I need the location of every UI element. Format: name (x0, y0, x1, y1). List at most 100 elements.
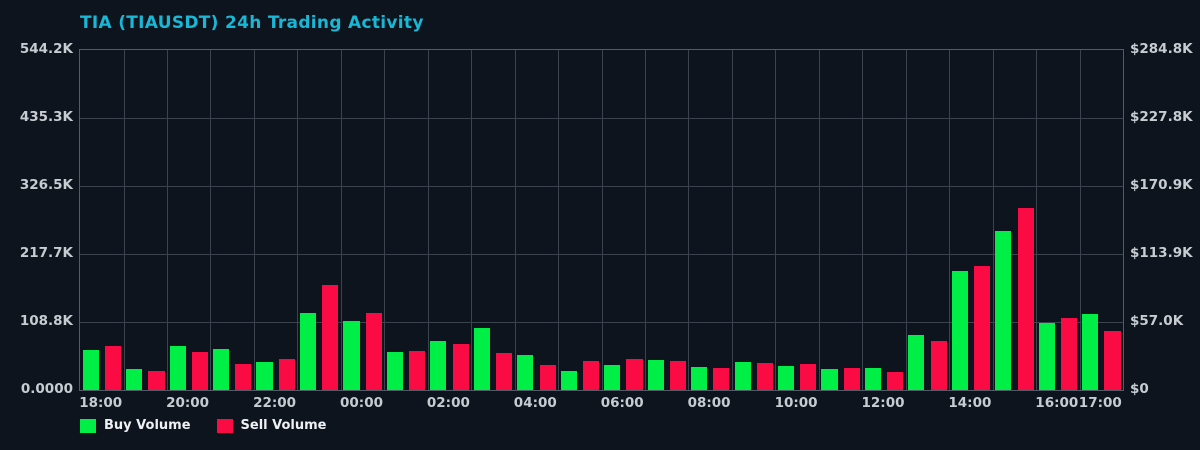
gridline-vertical (471, 50, 473, 390)
sell-volume-bar (1017, 207, 1034, 390)
buy-volume-bar (951, 271, 968, 390)
sell-volume-swatch (216, 418, 233, 433)
gridline-vertical (818, 50, 820, 390)
sell-volume-bar (887, 371, 904, 390)
gridline-vertical (601, 50, 603, 390)
sell-volume-bar (1061, 317, 1078, 390)
x-axis-tick-label: 18:00 (79, 395, 123, 411)
sell-volume-bar (496, 353, 513, 390)
buy-volume-bar (82, 350, 99, 390)
sell-volume-bar (235, 363, 252, 390)
y-axis-right-tick-label: $284.8K (1130, 41, 1193, 57)
buy-volume-bar (386, 351, 403, 390)
y-axis-right-tick-label: $227.8K (1130, 109, 1193, 125)
gridline-vertical (514, 50, 516, 390)
x-axis-tick-label: 17:00 (1078, 395, 1122, 411)
buy-volume-bar (126, 368, 143, 390)
x-axis-tick-label: 10:00 (774, 395, 818, 411)
buy-volume-bar (430, 340, 447, 390)
y-axis-right-tick-label: $113.9K (1130, 245, 1193, 261)
buy-volume-bar (1082, 314, 1099, 390)
buy-volume-bar (995, 230, 1012, 390)
gridline-vertical (688, 50, 690, 390)
buy-volume-bar (734, 361, 751, 390)
gridline-vertical (1036, 50, 1038, 390)
gridline-vertical (992, 50, 994, 390)
gridline-vertical (558, 50, 559, 390)
sell-volume-bar (800, 363, 817, 390)
legend: Buy Volume Sell Volume (80, 418, 327, 433)
gridline-vertical (210, 50, 212, 390)
chart-title: TIA (TIAUSDT) 24h Trading Activity (80, 13, 424, 33)
buy-volume-bar (604, 365, 621, 390)
sell-volume-bar (539, 365, 556, 390)
buy-volume-legend-label: Buy Volume (104, 418, 191, 433)
sell-volume-bar (278, 358, 295, 390)
sell-volume-bar (148, 370, 165, 390)
x-axis-tick-label: 20:00 (166, 395, 210, 411)
y-axis-right-tick-label: $170.9K (1130, 177, 1193, 193)
buy-volume-swatch (80, 418, 96, 433)
gridline-vertical (166, 50, 168, 390)
sell-volume-bar (1104, 330, 1121, 390)
y-axis-left-tick-label: 217.7K (19, 245, 73, 261)
sell-volume-bar (974, 266, 991, 390)
buy-volume-bar (560, 371, 577, 390)
gridline-vertical (123, 50, 125, 390)
gridline-vertical (253, 50, 255, 390)
x-axis-tick-label: 16:00 (1035, 395, 1079, 411)
gridline-vertical (645, 50, 646, 390)
buy-volume-bar (647, 360, 664, 390)
sell-volume-bar (104, 346, 122, 390)
x-axis-tick-label: 14:00 (948, 395, 992, 411)
x-axis-tick-label: 02:00 (426, 395, 470, 411)
buy-volume-bar (213, 348, 230, 390)
gridline-vertical (862, 50, 864, 390)
sell-volume-legend-label: Sell Volume (240, 418, 327, 433)
buy-volume-bar (473, 328, 490, 390)
sell-volume-bar (191, 351, 208, 390)
y-axis-right-tick-label: $57.0K (1130, 313, 1184, 329)
buy-volume-bar (299, 312, 317, 390)
gridline-vertical (297, 50, 299, 390)
y-axis-left-tick-label: 0.0000 (20, 381, 73, 397)
sell-volume-bar (365, 312, 382, 390)
x-axis-tick-label: 04:00 (513, 395, 557, 411)
buy-volume-bar (169, 345, 186, 390)
x-axis-tick-label: 22:00 (253, 395, 297, 411)
buy-volume-bar (256, 361, 273, 390)
buy-volume-bar (908, 335, 925, 390)
y-axis-left-tick-label: 108.8K (19, 313, 73, 329)
gridline-vertical (384, 50, 386, 390)
y-axis-left-tick-label: 326.5K (19, 177, 73, 193)
gridline-vertical (731, 50, 733, 390)
gridline-vertical (340, 50, 342, 390)
sell-volume-bar (626, 358, 643, 390)
buy-volume-bar (517, 355, 534, 390)
sell-volume-bar (756, 363, 773, 390)
x-axis-tick-label: 06:00 (600, 395, 644, 411)
y-axis-left-tick-label: 544.2K (19, 41, 73, 57)
sell-volume-bar (582, 360, 600, 390)
gridline-vertical (949, 50, 951, 390)
y-axis-left-tick-label: 435.3K (19, 109, 73, 125)
buy-volume-bar (777, 365, 795, 390)
gridline-vertical (1079, 50, 1081, 390)
sell-volume-bar (409, 350, 426, 390)
gridline-vertical (427, 50, 429, 390)
sell-volume-bar (669, 360, 687, 390)
buy-volume-bar (821, 368, 838, 390)
x-axis-tick-label: 00:00 (340, 395, 383, 411)
plot-area (79, 49, 1124, 391)
buy-volume-bar (691, 366, 708, 390)
gridline-vertical (775, 50, 777, 390)
sell-volume-bar (452, 343, 469, 390)
buy-volume-bar (864, 367, 882, 390)
y-axis-right-tick-label: $0 (1130, 381, 1149, 397)
sell-volume-bar (713, 367, 730, 390)
sell-volume-bar (843, 368, 860, 390)
x-axis-tick-label: 08:00 (687, 395, 731, 411)
sell-volume-bar (930, 340, 947, 390)
buy-volume-bar (1038, 322, 1055, 390)
